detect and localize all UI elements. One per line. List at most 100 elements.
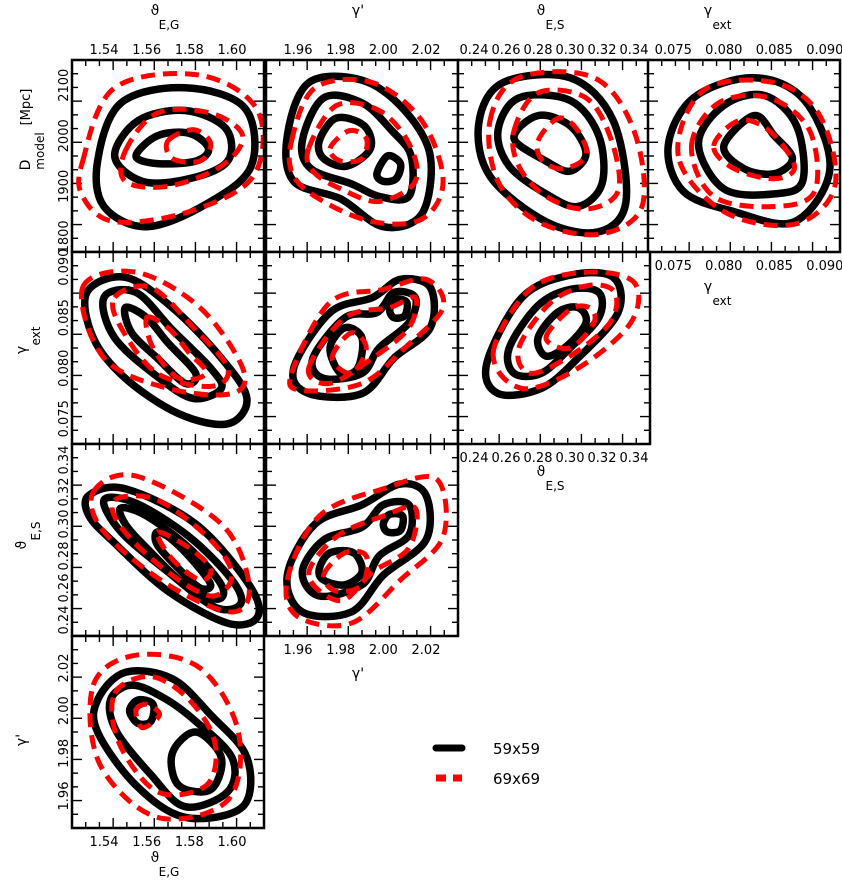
tick-label: 0.085 [57, 299, 72, 336]
tick-label: 1.60 [218, 43, 247, 58]
panel-thetaEG-thetaES [72, 444, 264, 636]
tick-label: 2.00 [369, 43, 398, 58]
tick-label: 0.085 [756, 43, 793, 58]
tick-label: 0.34 [57, 446, 72, 475]
axis-subscript: ext [713, 18, 732, 32]
panel-thetaES-gext [458, 252, 650, 444]
tick-label: 0.26 [492, 451, 521, 466]
tick-label: 1.56 [132, 43, 161, 58]
tick-label: 0.34 [620, 43, 649, 58]
axis-label-gext: γext [704, 3, 732, 32]
tick-label: 0.080 [57, 350, 72, 387]
tick-label: 0.075 [57, 400, 72, 437]
panel-gext-D [648, 60, 840, 252]
axis-label-thetaES: ϑE,S [14, 521, 43, 549]
legend-label-69x69: 69x69 [493, 770, 540, 788]
tick-label: 0.32 [57, 478, 72, 507]
tick-label: 1.98 [326, 43, 355, 58]
panel-thetaEG-gammap [72, 636, 264, 828]
axis-subscript: ext [29, 326, 43, 345]
tick-label: 0.075 [655, 43, 692, 58]
panel-gammap-D [266, 60, 458, 252]
tick-label: 2.02 [412, 43, 441, 58]
axis-label-gammap: γ' [14, 734, 30, 746]
axis-label-gammap: γ' [352, 666, 364, 682]
panel-gammap-thetaES [266, 444, 458, 636]
axis-label-gext: γext [704, 279, 732, 308]
tick-label: 1800 [57, 220, 72, 253]
tick-label: 1.56 [132, 835, 161, 850]
axis-symbol: γ [704, 279, 712, 295]
tick-label: 0.32 [588, 451, 617, 466]
axis-subscript: E,S [545, 479, 564, 493]
axis-symbol: ϑ [14, 541, 30, 550]
tick-label: 0.090 [806, 259, 842, 274]
axis-label-thetaES: ϑE,S [537, 3, 565, 32]
axis-subscript: E,S [545, 18, 564, 32]
axis-symbol: γ' [14, 734, 30, 746]
tick-label: 1.96 [284, 643, 313, 658]
axis-symbol: ϑ [537, 3, 546, 19]
panel-thetaEG-D [72, 60, 264, 252]
axis-label-thetaEG: ϑE,G [151, 850, 180, 879]
tick-label: 2.00 [369, 643, 398, 658]
axis-subscript: E,G [159, 865, 180, 879]
axis-label-thetaES: ϑE,S [537, 464, 565, 493]
tick-label: 2000 [57, 119, 72, 152]
tick-label: 0.30 [556, 43, 585, 58]
panels-layer [72, 60, 840, 828]
tick-label: 0.34 [620, 451, 649, 466]
tick-label: 0.085 [756, 259, 793, 274]
axis-symbol: ϑ [537, 464, 546, 480]
tick-label: 1.98 [326, 643, 355, 658]
tick-label: 0.080 [705, 259, 742, 274]
tick-label: 0.080 [705, 43, 742, 58]
legend: 59x59 69x69 [436, 740, 540, 788]
tick-label: 0.24 [460, 43, 489, 58]
tick-label: 1.58 [175, 43, 204, 58]
axis-subscript: E,G [159, 18, 180, 32]
panel-gammap-gext [266, 252, 458, 444]
axis-subscript: model [33, 132, 47, 169]
tick-label: 0.30 [57, 510, 72, 539]
tick-label: 1.96 [284, 43, 313, 58]
tick-label: 0.32 [588, 43, 617, 58]
axis-symbol: γ' [352, 3, 364, 19]
axis-label-gammap: γ' [352, 3, 364, 19]
panel-thetaES-D [458, 60, 650, 252]
legend-label-59x59: 59x59 [493, 740, 540, 758]
axis-symbol: ϑ [151, 850, 160, 866]
axis-symbol: γ [14, 346, 30, 354]
tick-label: 1.58 [175, 835, 204, 850]
tick-label: 0.26 [57, 574, 72, 603]
tick-label: 1.96 [57, 782, 72, 811]
panel-thetaEG-gext [72, 252, 264, 444]
tick-label: 0.090 [57, 249, 72, 286]
tick-label: 0.28 [57, 542, 72, 571]
tick-label: 2100 [57, 69, 72, 102]
axis-subscript: ext [713, 294, 732, 308]
axis-symbol: γ' [352, 666, 364, 682]
tick-label: 2.00 [57, 696, 72, 725]
tick-label: 2.02 [57, 654, 72, 683]
axis-symbol: D [18, 160, 34, 171]
tick-label: 0.075 [655, 259, 692, 274]
tick-label: 0.24 [460, 451, 489, 466]
tick-label: 1.54 [90, 835, 119, 850]
tick-label: 0.26 [492, 43, 521, 58]
tick-label: 0.090 [806, 43, 842, 58]
tick-label: 1.98 [57, 739, 72, 768]
tick-label: 1.54 [90, 43, 119, 58]
tick-label: 0.28 [524, 43, 553, 58]
axis-subscript: E,S [29, 521, 43, 540]
axis-symbol: ϑ [151, 3, 160, 19]
axis-label-thetaEG: ϑE,G [151, 3, 180, 32]
tick-label: 1.60 [218, 835, 247, 850]
axis-unit: [Mpc] [19, 89, 34, 126]
tick-label: 0.24 [57, 606, 72, 635]
tick-label: 1900 [57, 170, 72, 203]
tick-label: 2.02 [412, 643, 441, 658]
